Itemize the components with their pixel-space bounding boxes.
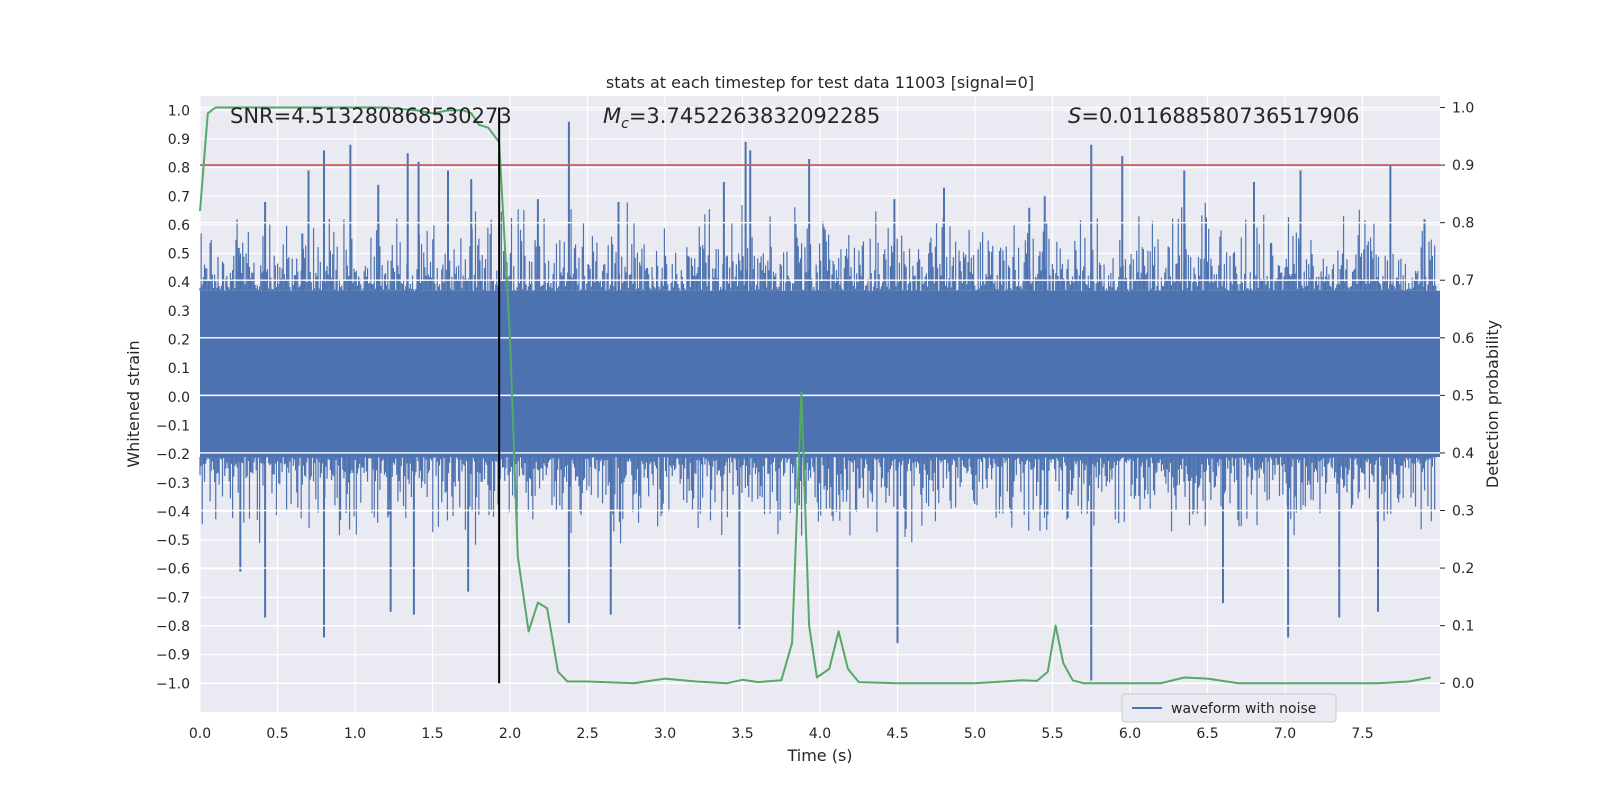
x-tick-label: 7.0 [1274,726,1296,742]
y-right-tick-label: 0.7 [1452,273,1474,289]
y-right-tick-label: 0.3 [1452,504,1474,520]
x-tick-label: 0.5 [266,726,288,742]
significance-annotation: S=0.011688580736517906 [1068,104,1359,128]
significance-value: =0.011688580736517906 [1081,104,1359,128]
y-left-tick-label: −0.5 [156,533,190,549]
x-tick-label: 3.5 [731,726,753,742]
y-right-tick-label: 0.4 [1452,446,1474,462]
x-tick-label: 1.5 [421,726,443,742]
y-left-tick-label: −0.6 [156,562,190,578]
y-left-tick-label: 0.7 [168,189,190,205]
significance-symbol: S [1068,104,1081,128]
y-left-tick-label: −0.2 [156,447,190,463]
legend-label-waveform: waveform with noise [1171,701,1316,717]
waveform-series [199,121,1440,681]
y-left-tick-label: 0.3 [168,304,190,320]
chart-title: stats at each timestep for test data 110… [606,73,1034,92]
y-left-tick-label: −0.7 [156,590,190,606]
x-tick-label: 2.0 [499,726,521,742]
x-tick-label: 6.5 [1196,726,1218,742]
tick-labels: 0.0 0.5 1.0 1.5 2.0 2.5 3.0 3.5 4.0 4.5 5.0 5.5 6.0 6… [156,101,1474,742]
x-tick-label: 5.5 [1041,726,1063,742]
waveform-noise-band [200,290,1440,458]
x-axis-label: Time (s) [786,746,852,765]
x-tick-label: 4.0 [809,726,831,742]
y-left-tick-label: 1.0 [168,103,190,119]
x-tick-label: 5.0 [964,726,986,742]
y-right-tick-label: 0.0 [1452,676,1474,692]
x-tick-label: 4.5 [886,726,908,742]
x-tick-label: 0.0 [189,726,211,742]
overlay-lines [199,106,1440,685]
y-axis-right-label: Detection probability [1483,320,1502,488]
y-left-tick-label: −0.4 [156,504,190,520]
y-left-tick-label: 0.5 [168,247,190,263]
legend: waveform with noise [1121,693,1337,723]
y-left-tick-label: 0.0 [168,390,190,406]
y-right-tick-label: 1.0 [1452,101,1474,117]
snr-annotation: SNR=4.513280868530273 [230,104,512,128]
chirp-mass-subscript: c [621,116,629,132]
y-left-tick-label: 0.6 [168,218,190,234]
y-left-tick-label: 0.1 [168,361,190,377]
y-left-tick-label: −0.1 [156,418,190,434]
x-tick-label: 6.0 [1119,726,1141,742]
y-left-tick-label: 0.9 [168,132,190,148]
y-left-tick-label: 0.2 [168,333,190,349]
y-left-tick-label: 0.8 [168,161,190,177]
chirp-mass-symbol: M [603,104,621,128]
y-left-tick-label: −0.3 [156,476,190,492]
x-tick-label: 7.5 [1351,726,1373,742]
legend-box [1121,693,1337,723]
y-right-tick-label: 0.2 [1452,561,1474,577]
y-left-tick-label: −0.8 [156,619,190,635]
y-right-tick-label: 0.8 [1452,216,1474,232]
y-left-tick-label: −1.0 [156,676,190,692]
chirp-mass-value: =3.7452263832092285 [629,104,880,128]
x-tick-label: 1.0 [344,726,366,742]
y-right-tick-label: 0.5 [1452,388,1474,404]
y-axis-left-label: Whitened strain [124,340,143,467]
y-left-tick-label: −0.9 [156,648,190,664]
y-left-tick-label: 0.4 [168,275,190,291]
y-right-tick-label: 0.6 [1452,331,1474,347]
detection-probability-line [199,106,1431,685]
y-right-tick-label: 0.1 [1452,619,1474,635]
x-tick-label: 2.5 [576,726,598,742]
chirp-mass-annotation: Mc=3.7452263832092285 [603,104,880,132]
x-tick-label: 3.0 [654,726,676,742]
y-right-tick-label: 0.9 [1452,158,1474,174]
